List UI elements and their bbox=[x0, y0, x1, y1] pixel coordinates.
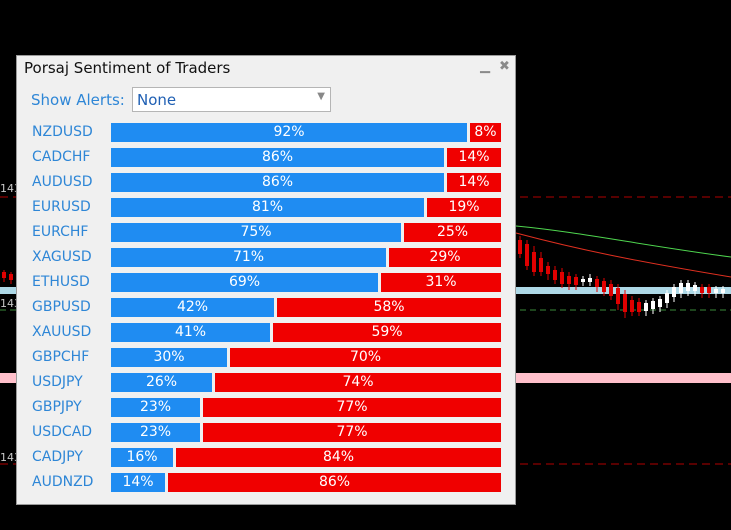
pair-label[interactable]: EURUSD bbox=[32, 199, 91, 215]
buy-percentage-bar: 92% bbox=[111, 123, 467, 142]
sell-percentage-bar: 77% bbox=[203, 398, 501, 417]
pair-label[interactable]: XAGUSD bbox=[32, 249, 92, 265]
sell-percentage-bar: 14% bbox=[447, 173, 501, 192]
buy-percentage-bar: 81% bbox=[111, 198, 424, 217]
sell-percentage-bar: 74% bbox=[215, 373, 501, 392]
sentiment-row: USDCAD 23% 77% bbox=[17, 423, 515, 442]
panel-title: Porsaj Sentiment of Traders bbox=[24, 59, 231, 77]
pair-label[interactable]: AUDNZD bbox=[32, 474, 94, 490]
pair-label[interactable]: NZDUSD bbox=[32, 124, 93, 140]
sentiment-row: AUDNZD 14% 86% bbox=[17, 473, 515, 492]
sell-percentage-bar: 31% bbox=[381, 273, 501, 292]
sell-percentage-bar: 58% bbox=[277, 298, 501, 317]
price-axis-label: 143 bbox=[0, 297, 21, 310]
candles-right bbox=[518, 236, 725, 318]
pair-label[interactable]: GBPUSD bbox=[32, 299, 91, 315]
buy-percentage-bar: 41% bbox=[111, 323, 270, 342]
show-alerts-dropdown[interactable]: None ▼ bbox=[132, 87, 331, 112]
sell-percentage-bar: 59% bbox=[273, 323, 501, 342]
sentiment-row: CADJPY 16% 84% bbox=[17, 448, 515, 467]
red-moving-average bbox=[515, 232, 731, 278]
sell-percentage-bar: 14% bbox=[447, 148, 501, 167]
buy-percentage-bar: 86% bbox=[111, 148, 444, 167]
buy-percentage-bar: 69% bbox=[111, 273, 378, 292]
price-axis-label: 143 bbox=[0, 182, 21, 195]
pair-label[interactable]: GBPJPY bbox=[32, 399, 82, 415]
sell-percentage-bar: 84% bbox=[176, 448, 501, 467]
panel-titlebar[interactable]: Porsaj Sentiment of Traders ▁ ✖ bbox=[17, 56, 515, 80]
sentiment-row: EURUSD 81% 19% bbox=[17, 198, 515, 217]
sentiment-row: GBPUSD 42% 58% bbox=[17, 298, 515, 317]
buy-percentage-bar: 86% bbox=[111, 173, 444, 192]
buy-percentage-bar: 23% bbox=[111, 423, 200, 442]
sentiment-row: GBPJPY 23% 77% bbox=[17, 398, 515, 417]
pair-label[interactable]: CADCHF bbox=[32, 149, 91, 165]
show-alerts-value: None bbox=[137, 91, 177, 109]
sentiment-row: XAGUSD 71% 29% bbox=[17, 248, 515, 267]
pair-label[interactable]: USDCAD bbox=[32, 424, 93, 440]
light-blue-band bbox=[516, 287, 731, 294]
buy-percentage-bar: 30% bbox=[111, 348, 227, 367]
sentiment-row: XAUUSD 41% 59% bbox=[17, 323, 515, 342]
candles-left bbox=[2, 270, 13, 284]
show-alerts-label: Show Alerts: bbox=[31, 91, 125, 109]
sell-percentage-bar: 77% bbox=[203, 423, 501, 442]
buy-percentage-bar: 75% bbox=[111, 223, 401, 242]
sentiment-row: USDJPY 26% 74% bbox=[17, 373, 515, 392]
buy-percentage-bar: 16% bbox=[111, 448, 173, 467]
pair-label[interactable]: ETHUSD bbox=[32, 274, 90, 290]
buy-percentage-bar: 23% bbox=[111, 398, 200, 417]
sell-percentage-bar: 70% bbox=[230, 348, 501, 367]
pair-label[interactable]: EURCHF bbox=[32, 224, 89, 240]
buy-percentage-bar: 26% bbox=[111, 373, 212, 392]
pair-label[interactable]: GBPCHF bbox=[32, 349, 90, 365]
sentiment-row: GBPCHF 30% 70% bbox=[17, 348, 515, 367]
sentiment-row: NZDUSD 92% 8% bbox=[17, 123, 515, 142]
buy-percentage-bar: 14% bbox=[111, 473, 165, 492]
sell-percentage-bar: 25% bbox=[404, 223, 501, 242]
buy-percentage-bar: 42% bbox=[111, 298, 274, 317]
sell-percentage-bar: 19% bbox=[427, 198, 501, 217]
pair-label[interactable]: USDJPY bbox=[32, 374, 83, 390]
sentiment-row: EURCHF 75% 25% bbox=[17, 223, 515, 242]
close-icon[interactable]: ✖ bbox=[499, 59, 510, 74]
light-blue-band-left bbox=[0, 287, 16, 294]
price-axis-label: 143 bbox=[0, 451, 21, 464]
sell-percentage-bar: 29% bbox=[389, 248, 501, 267]
sentiment-row: AUDUSD 86% 14% bbox=[17, 173, 515, 192]
chevron-down-icon: ▼ bbox=[317, 91, 325, 102]
pair-label[interactable]: AUDUSD bbox=[32, 174, 93, 190]
sell-percentage-bar: 8% bbox=[470, 123, 501, 142]
sentiment-row: ETHUSD 69% 31% bbox=[17, 273, 515, 292]
pair-label[interactable]: XAUUSD bbox=[32, 324, 92, 340]
sentiment-row: CADCHF 86% 14% bbox=[17, 148, 515, 167]
pair-label[interactable]: CADJPY bbox=[32, 449, 83, 465]
minimize-icon[interactable]: ▁ bbox=[480, 59, 490, 74]
green-moving-average bbox=[515, 225, 731, 258]
buy-percentage-bar: 71% bbox=[111, 248, 386, 267]
sell-percentage-bar: 86% bbox=[168, 473, 501, 492]
sentiment-panel: Porsaj Sentiment of Traders ▁ ✖ Show Ale… bbox=[16, 55, 516, 505]
